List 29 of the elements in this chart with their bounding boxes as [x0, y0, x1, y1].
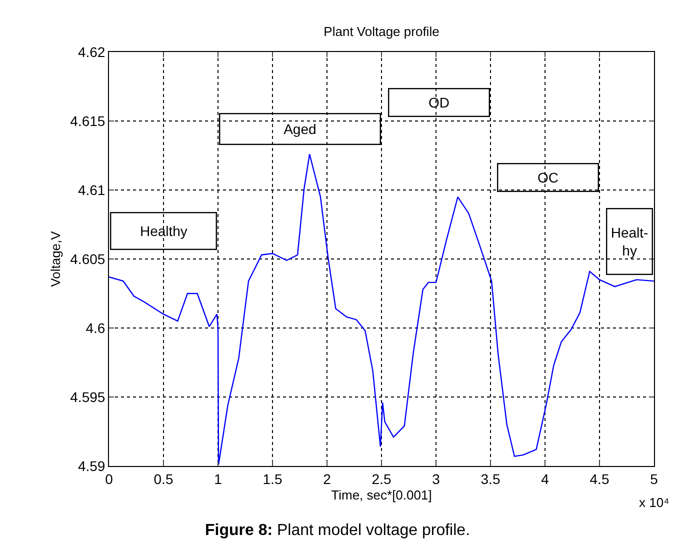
x-tick-label: 0 — [105, 470, 114, 487]
x-tick-label: 4 — [541, 470, 550, 487]
y-tick-label: 4.62 — [78, 44, 106, 60]
x-tick-label: 3.5 — [480, 470, 500, 487]
x-tick-label: 3 — [432, 470, 440, 487]
y-tick-label: 4.595 — [70, 388, 106, 405]
caption: Figure 8: Plant model voltage profile. — [205, 522, 470, 539]
x-tick-label: 5 — [650, 470, 658, 487]
annotation: Healt- hy — [610, 224, 649, 258]
x-tick-label: 2 — [323, 470, 332, 487]
x-tick-label: 1 — [214, 470, 222, 487]
annotation: OC — [537, 170, 558, 186]
chart-title: Plant Voltage profile — [324, 24, 440, 39]
text: x 10⁴ — [639, 495, 670, 510]
x-tick-label: 1.5 — [262, 470, 282, 487]
y-tick-label: 4.61 — [78, 182, 106, 198]
y-tick-label: 4.6 — [86, 320, 106, 336]
x-tick-label: 0.5 — [154, 470, 174, 487]
y-tick-label: 4.59 — [78, 458, 106, 474]
line-series — [109, 154, 654, 466]
annotation: OD — [428, 94, 450, 111]
x-tick-label: 2.5 — [372, 470, 392, 487]
y-tick-label: 4.615 — [70, 112, 106, 129]
x-tick-label: 4.5 — [590, 470, 610, 487]
y-axis-title: Voltage,V — [48, 230, 64, 287]
annotation: Aged — [284, 120, 316, 137]
y-tick-label: 4.605 — [70, 250, 106, 267]
annotation: Healthy — [140, 222, 188, 239]
x-axis-title: Time, sec*[0.001] — [331, 487, 432, 502]
